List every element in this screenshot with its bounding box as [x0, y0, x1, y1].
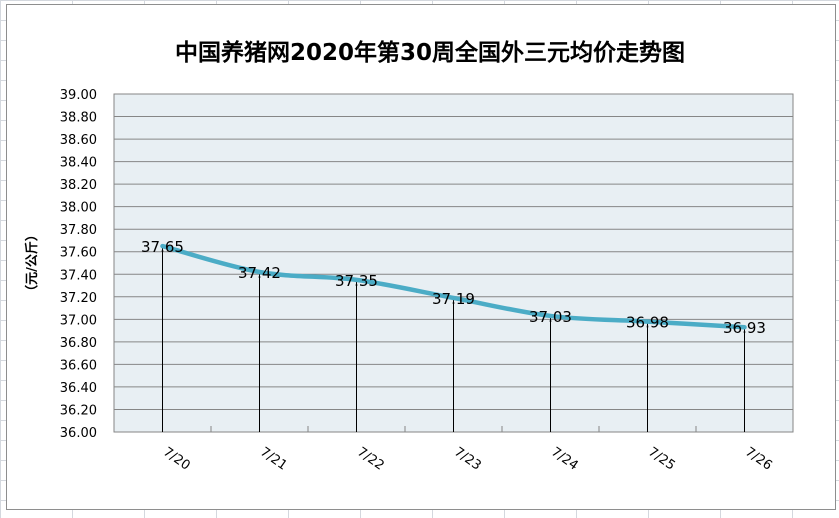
y-tick-label: 37.00: [60, 313, 97, 328]
y-tick-label: 37.40: [60, 268, 97, 283]
data-label: 37.42: [238, 264, 281, 282]
y-tick-label: 37.60: [60, 246, 97, 261]
x-tick-label: 7/26: [742, 445, 775, 474]
data-label: 37.35: [335, 272, 378, 290]
y-tick-label: 38.20: [60, 178, 97, 193]
y-tick-label: 38.40: [60, 156, 97, 171]
x-tick-label: 7/25: [645, 445, 678, 474]
y-tick-label: 38.60: [60, 133, 97, 148]
series-line: [160, 243, 747, 330]
y-tick-label: 38.00: [60, 201, 97, 216]
chart-title: 中国养猪网2020年第30周全国外三元均价走势图: [175, 39, 685, 66]
data-label: 36.93: [723, 319, 766, 337]
x-tick-label: 7/20: [160, 445, 193, 474]
data-label: 37.03: [529, 308, 572, 326]
x-tick-label: 7/21: [257, 445, 290, 474]
data-label: 37.65: [141, 238, 184, 256]
y-tick-label: 36.40: [60, 381, 97, 396]
y-tick-label: 38.80: [60, 111, 97, 126]
x-tick-label: 7/22: [354, 445, 387, 474]
y-tick-label: 36.20: [60, 403, 97, 418]
y-tick-label: 39.00: [60, 88, 97, 103]
y-tick-label: 37.80: [60, 223, 97, 238]
y-tick-label: 36.00: [60, 426, 97, 441]
data-label: 37.19: [432, 290, 475, 308]
y-tick-label: 36.80: [60, 336, 97, 351]
x-tick-label: 7/24: [548, 445, 581, 474]
data-label: 36.98: [626, 314, 669, 332]
y-axis-label: （元/公斤）: [24, 228, 40, 298]
y-tick-label: 36.60: [60, 358, 97, 373]
y-tick-label: 37.20: [60, 291, 97, 306]
x-tick-label: 7/23: [451, 445, 484, 474]
